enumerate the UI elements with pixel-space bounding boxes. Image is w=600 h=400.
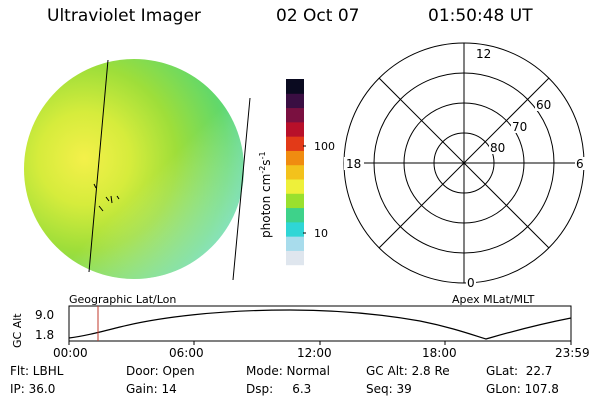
info-gc-alt: GC Alt: 2.8 Re: [366, 364, 450, 378]
polar-label-18: 18: [346, 157, 361, 171]
limb-line-left: [88, 59, 109, 273]
colorbar-tick-10: 10: [314, 227, 328, 240]
geographic-caption: Geographic Lat/Lon: [69, 293, 177, 306]
instrument-title: Ultraviolet Imager: [47, 6, 201, 26]
ytick-1.8: 1.8: [35, 328, 54, 342]
altitude-ylabel: GC Alt: [11, 313, 24, 348]
colorbar-segment: [286, 193, 304, 209]
xtick-0600: 06:00: [169, 346, 204, 360]
colorbar: [286, 79, 304, 280]
polar-label-12: 12: [476, 47, 491, 61]
info-mode: Mode: Normal: [246, 364, 330, 378]
colorbar-segment: [286, 121, 304, 137]
limb-line-right: [232, 97, 251, 281]
xtick-0000: 00:00: [53, 346, 88, 360]
info-flt: Flt: LBHL: [10, 364, 64, 378]
date-label: 02 Oct 07: [276, 6, 360, 26]
polar-lat-80: 80: [490, 141, 505, 155]
colorbar-segment: [286, 79, 304, 94]
colorbar-segment: [286, 250, 304, 266]
colorbar-segment: [286, 207, 304, 223]
time-label: 01:50:48 UT: [428, 6, 533, 26]
xtick-1200: 12:00: [297, 346, 332, 360]
ytick-9.0: 9.0: [35, 308, 54, 322]
colorbar-segment: [286, 179, 304, 194]
polar-label-0: 0: [467, 276, 475, 290]
colorbar-segment: [286, 150, 304, 166]
xtick-2359: 23:59: [555, 346, 590, 360]
info-gain: Gain: 14: [126, 382, 177, 396]
info-glat: GLat: 22.7: [486, 364, 553, 378]
polar-lat-60: 60: [536, 98, 551, 112]
info-glon: GLon: 107.8: [486, 382, 559, 396]
colorbar-segment: [286, 93, 304, 109]
info-ip: IP: 36.0: [10, 382, 56, 396]
colorbar-segment: [286, 164, 304, 180]
colorbar-segment: [286, 221, 304, 237]
xtick-1800: 18:00: [422, 346, 457, 360]
colorbar-segment: [286, 236, 304, 251]
colorbar-segment: [286, 107, 304, 123]
info-door: Door: Open: [126, 364, 195, 378]
polar-label-6: 6: [576, 157, 584, 171]
colorbar-segment: [286, 136, 304, 151]
info-seq: Seq: 39: [366, 382, 412, 396]
colorbar-tick-100: 100: [314, 140, 335, 153]
colorbar-ticks: 100 10: [303, 140, 335, 240]
colorbar-segment: [286, 264, 304, 280]
info-dsp: Dsp: 6.3: [246, 382, 312, 396]
altitude-curve: [68, 309, 572, 340]
polar-lat-70: 70: [512, 120, 527, 134]
apex-caption: Apex MLat/MLT: [452, 293, 535, 306]
